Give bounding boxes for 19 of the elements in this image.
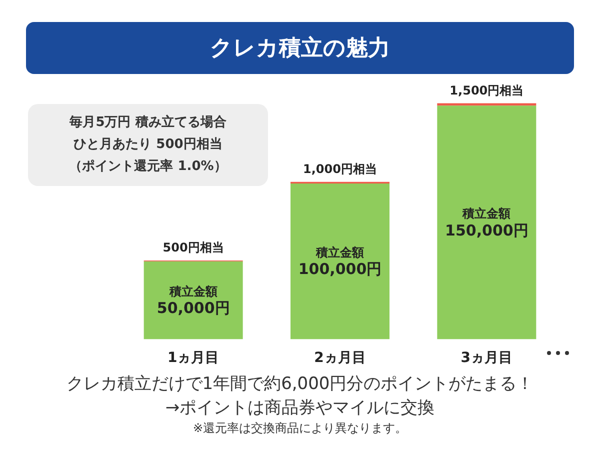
- annotation: ひと月あたり 500円相当: [72, 136, 224, 154]
- bar: [437, 103, 536, 106]
- text: ※還元率は交換商品により異なります。: [192, 420, 408, 437]
- annotation: 毎月5万円 積み立てる場合: [68, 114, 228, 132]
- data-label: 500円相当: [162, 240, 224, 255]
- data-label: 1,000円相当: [303, 162, 377, 176]
- chart-title: クレカ積立の魅力: [26, 22, 574, 74]
- x-tick-label: 3ヵ月目: [460, 350, 513, 366]
- bar: [290, 183, 390, 340]
- text: クレカ積立だけで1年間で約6,000円分のポイントがたまる！: [65, 373, 535, 396]
- data-label: 1,500円相当: [450, 83, 524, 98]
- x-tick-label: 2ヵ月目: [314, 350, 366, 366]
- annotation: （ポイント還元率 1.0%）: [68, 158, 228, 176]
- data-label: 積立金額 150,000円: [445, 206, 528, 240]
- x-tick-label: 1ヵ月目: [167, 350, 220, 366]
- data-label: 積立金額 100,000円: [298, 245, 382, 278]
- bar: [437, 106, 536, 340]
- text: →ポイントは商品券やマイルに交換: [164, 397, 436, 420]
- data-label: 積立金額 50,000円: [156, 284, 230, 318]
